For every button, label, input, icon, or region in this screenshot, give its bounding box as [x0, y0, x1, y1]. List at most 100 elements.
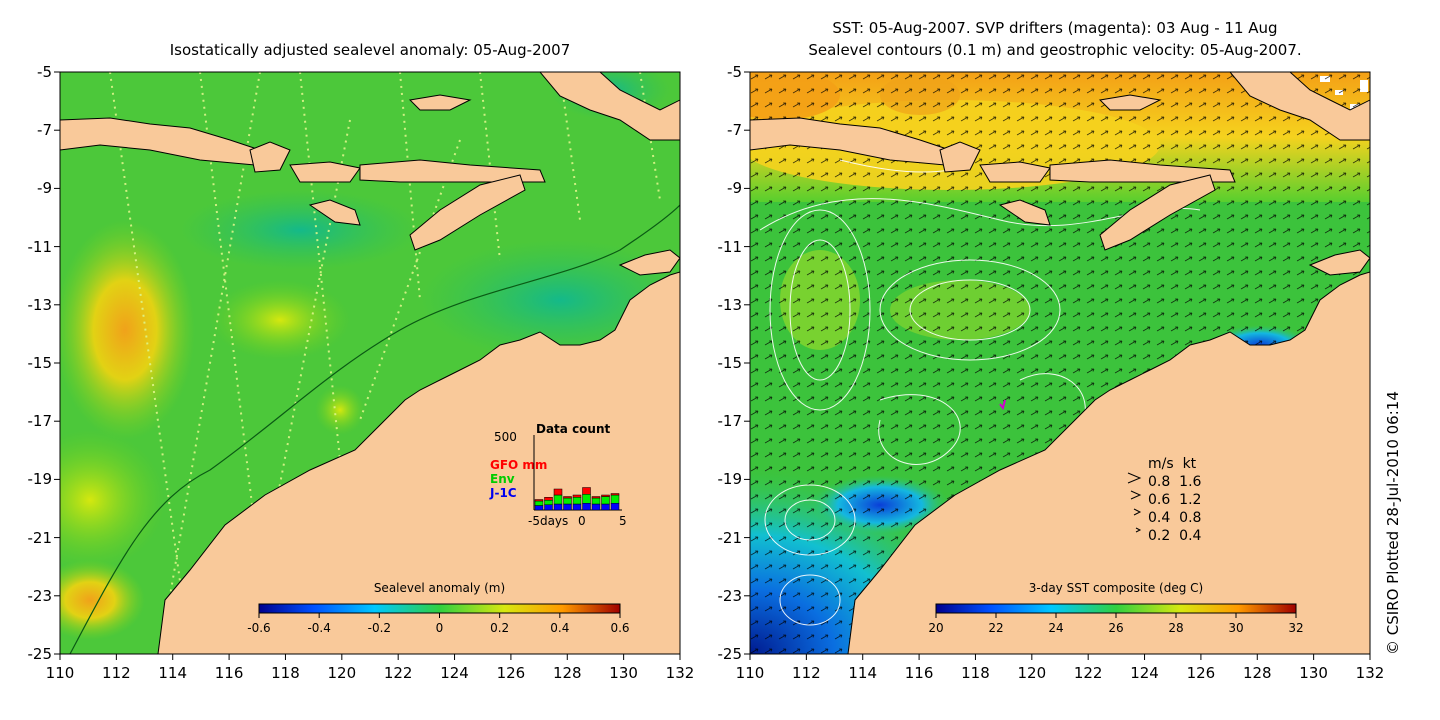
velocity-legend-header: m/s kt [1148, 456, 1197, 472]
y-tick-label: -25 [717, 645, 743, 663]
colorbar-tick-label: -0.6 [247, 621, 271, 635]
x-tick-label: 118 [961, 664, 990, 682]
count-bar-gfo [601, 494, 610, 497]
x-tick-label: 122 [1073, 664, 1103, 682]
csiro-credit: © CSIRO Plotted 28-Jul-2010 06:14 [1384, 391, 1402, 655]
right-map-title-line1: SST: 05-Aug-2007. SVP drifters (magenta)… [832, 19, 1278, 37]
y-tick-label: -19 [27, 470, 53, 489]
legend-env: Env [490, 472, 515, 486]
data-count-bars [533, 435, 622, 511]
y-tick-label: -23 [717, 586, 743, 605]
y-tick-label: -15 [717, 354, 743, 372]
colorbar-tick-label: 0.6 [610, 621, 630, 635]
data-count-inset: Data count 500 GFO mm Env J-1C -5days 0 … [488, 420, 648, 530]
count-bar-j1c [572, 503, 582, 511]
y-tick-label: -17 [27, 412, 53, 431]
count-bar-env [582, 494, 591, 504]
x-tick-label: 114 [848, 664, 878, 682]
data-count-xlabel-left: -5days [528, 514, 569, 528]
velocity-legend-row: 0.2 0.4 [1148, 528, 1202, 544]
y-tick-label: -23 [27, 586, 53, 605]
australia-landmass [157, 271, 680, 654]
count-bar-gfo [610, 493, 620, 496]
count-bar-env [534, 500, 544, 506]
count-bar-env [563, 497, 572, 505]
data-count-title: Data count [536, 422, 611, 436]
count-bar-env [553, 494, 563, 505]
y-tick-label: -5 [727, 63, 742, 81]
count-bar-gfo [563, 496, 572, 499]
anomaly-colorbar-title: Sealevel anomaly (m) [373, 581, 506, 595]
x-tick-label: 132 [665, 664, 695, 682]
colorbar-tick-label: 0.2 [490, 621, 510, 635]
y-tick-label: -15 [27, 354, 53, 372]
left-map-title: Isostatically adjusted sealevel anomaly:… [169, 41, 571, 59]
y-tick-label: -5 [37, 63, 52, 81]
x-tick-label: 128 [1242, 664, 1272, 682]
colorbar-tick-label: -0.2 [367, 621, 392, 635]
y-tick-label: -11 [717, 237, 743, 256]
y-tick-label: -13 [717, 295, 743, 314]
x-tick-label: 124 [1130, 664, 1159, 682]
colorbar-tick-label: 0.4 [550, 621, 570, 635]
colorbar-tick-label: 22 [988, 621, 1004, 635]
data-count-ymax: 500 [494, 430, 517, 444]
count-bar-j1c [601, 503, 610, 511]
colorbar-tick-label: 0 [435, 621, 444, 635]
count-bar-gfo [553, 488, 563, 496]
velocity-legend-row: 0.6 1.2 [1148, 492, 1202, 508]
count-bar-j1c [553, 503, 563, 511]
y-tick-label: -25 [27, 645, 53, 663]
x-tick-label: 126 [496, 664, 526, 682]
y-tick-label: -21 [717, 528, 743, 547]
count-bar-gfo [582, 487, 591, 495]
svp-drifter-track [999, 399, 1006, 411]
australia-landmass-right [847, 271, 1370, 654]
colorbar-tick-label: 20 [928, 621, 944, 635]
x-tick-label: 128 [552, 664, 582, 682]
colorbar-tick-label: 24 [1048, 621, 1064, 635]
x-tick-label: 120 [1017, 664, 1047, 682]
x-tick-label: 114 [158, 664, 188, 682]
sealevel-anomaly-map [54, 71, 681, 660]
colorbar-tick-label: -0.4 [307, 621, 331, 635]
data-count-xlabel-right: 5 [619, 514, 627, 528]
count-bar-j1c [544, 504, 553, 511]
count-bar-env [572, 497, 582, 505]
x-tick-label: 110 [735, 664, 765, 682]
x-tick-label: 118 [271, 664, 300, 682]
count-bar-gfo [591, 496, 601, 499]
right-map-title-line2: Sealevel contours (0.1 m) and geostrophi… [808, 41, 1302, 59]
y-tick-label: -13 [27, 295, 53, 314]
legend-j1c: J-1C [490, 486, 517, 500]
count-bar-env [591, 497, 601, 505]
data-count-xlabel-mid: 0 [578, 514, 586, 528]
y-tick-label: -19 [717, 470, 743, 489]
colorbar-tick-label: 32 [1288, 621, 1304, 635]
x-tick-label: 130 [1299, 664, 1328, 682]
anomaly-colorbar [258, 603, 621, 614]
count-bar-j1c [610, 503, 620, 511]
x-tick-label: 116 [214, 664, 244, 682]
x-tick-label: 124 [440, 664, 469, 682]
x-tick-label: 122 [383, 664, 413, 682]
count-bar-j1c [563, 503, 572, 511]
x-tick-label: 112 [792, 664, 821, 682]
y-tick-label: -17 [717, 412, 743, 431]
x-tick-label: 110 [45, 664, 75, 682]
count-bar-gfo [534, 499, 544, 502]
velocity-legend-row: 0.8 1.6 [1148, 474, 1202, 490]
y-tick-label: -9 [727, 179, 742, 198]
colorbar-tick-label: 30 [1228, 621, 1244, 635]
count-bar-gfo [572, 494, 582, 498]
y-tick-label: -7 [727, 121, 742, 140]
count-bar-env [610, 494, 620, 504]
x-tick-label: 116 [904, 664, 934, 682]
velocity-legend: m/s kt 0.8 1.6 0.6 1.2 0.4 0.8 0.2 0.4 [1148, 455, 1201, 545]
x-tick-label: 132 [1355, 664, 1385, 682]
count-bar-j1c [582, 503, 591, 511]
y-tick-label: -9 [37, 179, 52, 198]
velocity-legend-row: 0.4 0.8 [1148, 510, 1202, 526]
x-tick-label: 112 [102, 664, 131, 682]
sst-colorbar-title: 3-day SST composite (deg C) [1028, 581, 1204, 595]
